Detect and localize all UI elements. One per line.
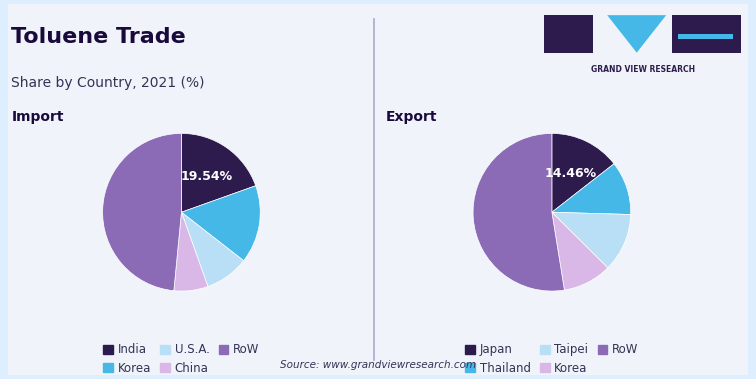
Text: 14.46%: 14.46% — [545, 167, 597, 180]
Bar — [672, 15, 741, 53]
Wedge shape — [552, 164, 631, 215]
Wedge shape — [552, 212, 608, 290]
Wedge shape — [181, 133, 256, 212]
Text: Export: Export — [386, 110, 437, 124]
Text: Toluene Trade: Toluene Trade — [11, 27, 186, 47]
Bar — [678, 34, 733, 39]
Text: GRAND VIEW RESEARCH: GRAND VIEW RESEARCH — [590, 65, 695, 74]
Text: Import: Import — [11, 110, 64, 124]
Wedge shape — [473, 133, 565, 291]
Text: Source: www.grandviewresearch.com: Source: www.grandviewresearch.com — [280, 360, 476, 370]
Wedge shape — [181, 212, 243, 287]
Text: Share by Country, 2021 (%): Share by Country, 2021 (%) — [11, 76, 205, 90]
Legend: India, Korea, U.S.A., China, RoW: India, Korea, U.S.A., China, RoW — [99, 338, 264, 379]
Wedge shape — [552, 133, 614, 212]
Wedge shape — [552, 212, 631, 268]
Text: 19.54%: 19.54% — [181, 170, 233, 183]
Wedge shape — [174, 212, 208, 291]
Wedge shape — [181, 186, 260, 261]
Wedge shape — [103, 133, 181, 291]
Bar — [544, 15, 593, 53]
Legend: Japan, Thailand, Taipei, Korea, RoW: Japan, Thailand, Taipei, Korea, RoW — [460, 338, 643, 379]
Polygon shape — [607, 15, 666, 53]
